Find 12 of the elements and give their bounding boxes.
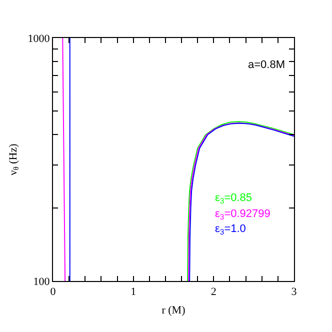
x-tick-label: 3 <box>291 286 298 298</box>
y-tick-label: 1000 <box>28 32 50 45</box>
text: ε$_{3}$=1.0 <box>215 223 246 236</box>
text: ε$_{3}$=0.92799 <box>215 208 270 222</box>
x-tick-label: 1 <box>130 286 136 298</box>
y-tick-label: 100 <box>33 276 50 288</box>
line-series <box>187 121 294 281</box>
x-tick-label: 0 <box>50 286 56 298</box>
x-tick-label: 2 <box>210 286 216 298</box>
text: ε$_{3}$=0.85 <box>215 192 252 206</box>
x-axis-title: r (M) <box>162 304 186 316</box>
annotation: a=0.8M <box>248 59 285 71</box>
